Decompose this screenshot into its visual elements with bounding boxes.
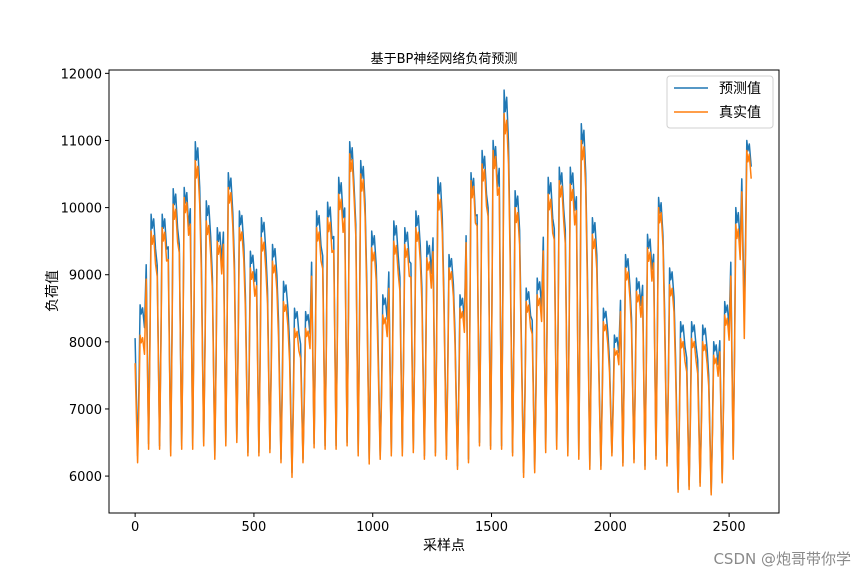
x-tick-label: 2000 (594, 520, 627, 535)
x-tick-label: 1000 (356, 520, 389, 535)
x-tick-label: 1500 (475, 520, 508, 535)
watermark: CSDN @炮哥带你学 (713, 550, 851, 568)
series-line-1 (134, 112, 752, 496)
y-tick-label: 6000 (69, 470, 102, 485)
legend-box (666, 75, 774, 129)
y-tick-label: 11000 (61, 134, 102, 149)
x-axis: 0 500 1000 1500 2000 2500 (131, 513, 746, 535)
y-tick-label: 7000 (69, 403, 102, 418)
y-axis-label: 负荷值 (45, 270, 61, 312)
y-tick-label: 9000 (69, 269, 102, 284)
legend: 预测值 真实值 (666, 75, 774, 129)
y-tick-label: 12000 (61, 67, 102, 82)
y-axis: 6000 7000 8000 9000 10000 11000 12000 (61, 67, 109, 485)
x-tick-label: 2500 (713, 520, 746, 535)
plot-frame (108, 69, 780, 514)
series-layer (134, 89, 752, 496)
x-tick-label: 500 (242, 520, 267, 535)
y-tick-label: 10000 (61, 202, 102, 217)
legend-label-predicted: 预测值 (719, 81, 761, 97)
chart-title: 基于BP神经网络负荷预测 (371, 51, 518, 67)
legend-label-actual: 真实值 (719, 105, 761, 121)
x-tick-label: 0 (131, 520, 139, 535)
x-axis-label: 采样点 (423, 538, 465, 554)
y-tick-label: 8000 (69, 336, 102, 351)
